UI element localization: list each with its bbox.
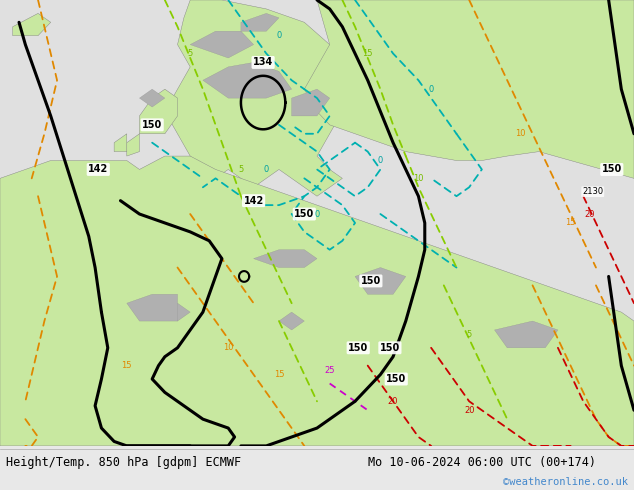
Text: 150: 150 [361, 276, 381, 286]
Text: 15: 15 [122, 361, 132, 370]
Polygon shape [241, 13, 279, 31]
Polygon shape [279, 312, 304, 330]
Text: 0: 0 [378, 156, 383, 165]
Text: 5: 5 [467, 330, 472, 339]
Polygon shape [292, 89, 330, 116]
Text: 142: 142 [88, 165, 108, 174]
Text: ©weatheronline.co.uk: ©weatheronline.co.uk [503, 477, 628, 487]
Text: 2130: 2130 [582, 187, 604, 196]
Polygon shape [190, 31, 254, 58]
Text: 15: 15 [566, 219, 576, 227]
Text: 20: 20 [464, 406, 474, 415]
Text: 5: 5 [238, 165, 243, 174]
Text: 150: 150 [294, 209, 314, 219]
Polygon shape [13, 13, 51, 36]
Text: 150: 150 [386, 374, 406, 384]
Polygon shape [114, 134, 127, 151]
Text: 0: 0 [429, 85, 434, 94]
Text: Height/Temp. 850 hPa [gdpm] ECMWF: Height/Temp. 850 hPa [gdpm] ECMWF [6, 456, 242, 469]
Text: 20: 20 [585, 210, 595, 219]
Text: 150: 150 [602, 165, 622, 174]
Polygon shape [495, 321, 558, 348]
Text: Mo 10-06-2024 06:00 UTC (00+174): Mo 10-06-2024 06:00 UTC (00+174) [368, 456, 596, 469]
Text: 20: 20 [388, 397, 398, 406]
Text: 134: 134 [253, 57, 273, 68]
Polygon shape [127, 134, 139, 156]
Polygon shape [165, 0, 355, 196]
Polygon shape [127, 294, 178, 321]
Polygon shape [304, 0, 634, 178]
Polygon shape [355, 268, 406, 294]
Text: 0: 0 [314, 210, 320, 219]
Text: 25: 25 [325, 366, 335, 374]
Polygon shape [203, 62, 292, 98]
Polygon shape [152, 303, 190, 321]
Text: 15: 15 [363, 49, 373, 58]
Text: 10: 10 [413, 174, 424, 183]
Text: 142: 142 [243, 196, 264, 206]
Polygon shape [254, 250, 317, 268]
Polygon shape [139, 89, 165, 107]
Text: 150: 150 [348, 343, 368, 353]
Text: 0: 0 [276, 31, 281, 40]
Text: 0: 0 [264, 165, 269, 174]
Text: 150: 150 [142, 120, 162, 130]
Polygon shape [0, 156, 634, 446]
Text: 10: 10 [515, 129, 525, 138]
Text: 10: 10 [223, 343, 233, 352]
Text: 150: 150 [380, 343, 400, 353]
Polygon shape [139, 89, 178, 134]
Text: 5: 5 [188, 49, 193, 58]
Text: 15: 15 [274, 370, 284, 379]
